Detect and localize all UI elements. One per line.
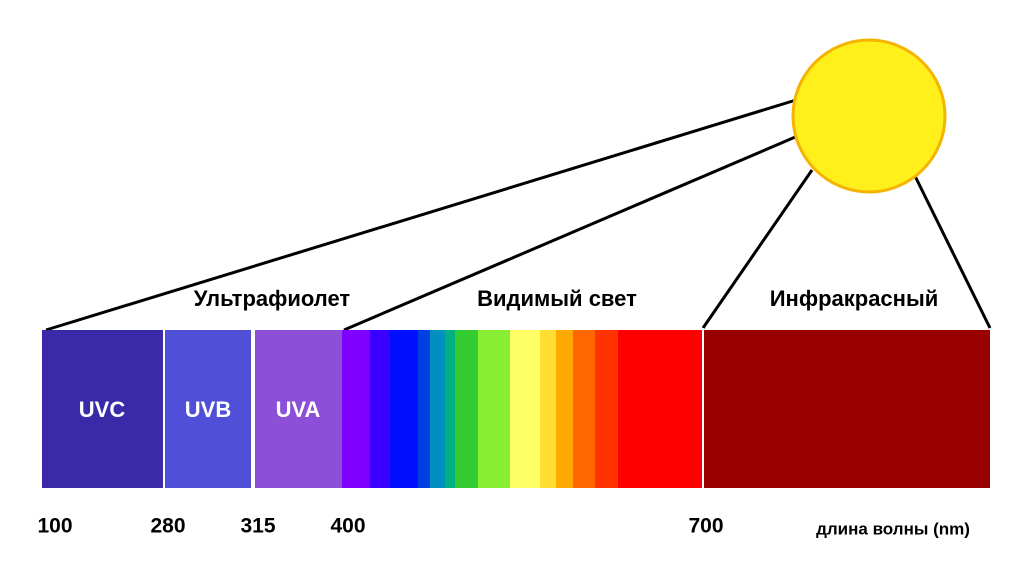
band-label: UVA [276,397,321,422]
infrared-band [703,330,990,488]
ray [913,175,992,329]
heading: Ультрафиолет [194,286,351,311]
uv-bands [42,330,342,488]
ray [45,98,797,332]
tick-label: 100 [37,515,72,538]
stripe [573,330,595,488]
stripe [595,330,618,488]
stripe [455,330,478,488]
sun [791,38,947,194]
stripe [510,330,540,488]
heading: Инфракрасный [770,286,939,311]
uvc-band [42,330,163,488]
ray [343,133,801,332]
stripe [418,330,430,488]
ray [701,169,814,329]
stripe [478,330,510,488]
stripe [390,330,418,488]
tick-label: 700 [688,515,723,538]
stripe [342,330,370,488]
axis-label: длина волны (nm) [816,519,970,538]
stripe [556,330,573,488]
tick-label: 315 [240,515,275,538]
stripe [618,330,703,488]
uva-band [255,330,342,488]
band-label: UVB [185,397,231,422]
stripe [370,330,390,488]
tick-label: 280 [150,515,185,538]
tick-label: 400 [330,515,365,538]
rays [45,98,992,332]
visible-spectrum [342,330,703,488]
band-label: UVC [79,397,126,422]
stripe [540,330,556,488]
stripe [445,330,455,488]
stripe [430,330,445,488]
heading: Видимый свет [477,286,637,311]
uvb-band [165,330,251,488]
